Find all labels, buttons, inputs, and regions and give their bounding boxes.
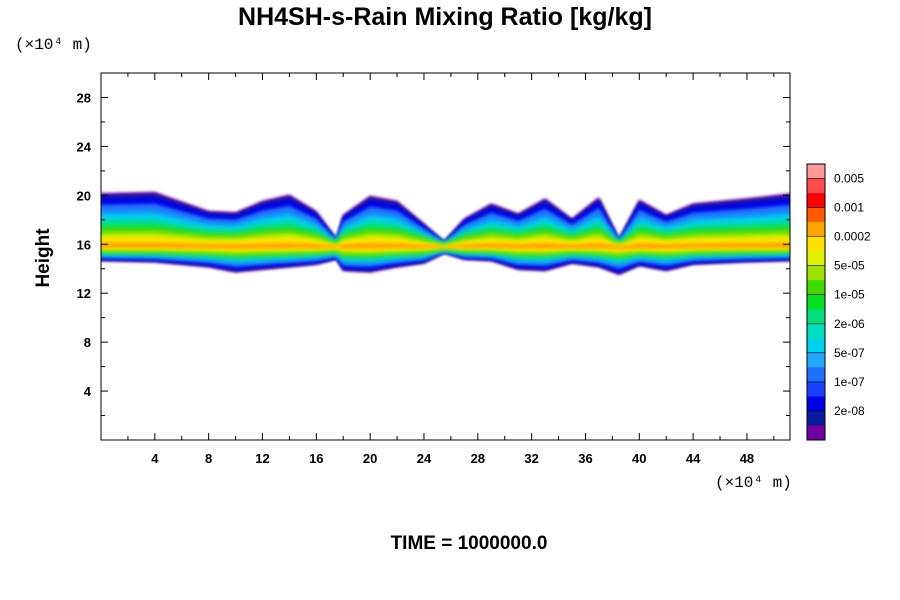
colorbar-swatch: [807, 251, 825, 266]
colorbar-swatch: [807, 425, 825, 441]
x-unit-label: (×10⁴ m): [715, 474, 792, 492]
colorbar-label: 5e-05: [834, 259, 865, 273]
colorbar-label: 1e-05: [834, 288, 865, 302]
y-axis: 4 8 12 16 20 24 28: [77, 90, 790, 417]
chart-title: NH4SH-s-Rain Mixing Ratio [kg/kg]: [238, 3, 652, 31]
y-axis-label: Height: [33, 228, 54, 288]
x-tick-label: 4: [151, 451, 159, 466]
colorbar-swatch: [807, 222, 825, 237]
colorbar-swatch: [807, 338, 825, 354]
y-tick-label: 8: [84, 335, 91, 350]
x-axis: 4 8 12 16 20 24 28 32 36 40 44 48: [127, 73, 775, 466]
cloud-layer: [101, 192, 790, 275]
colorbar-label: 0.005: [834, 172, 864, 186]
y-tick-label: 20: [77, 188, 91, 203]
x-tick-label: 44: [686, 451, 701, 466]
colorbar-swatch: [807, 207, 825, 223]
plot-frame: [100, 72, 791, 441]
y-tick-label: 4: [84, 384, 92, 399]
colorbar-swatch: [807, 236, 825, 252]
x-tick-label: 32: [524, 451, 538, 466]
colorbar-swatch: [807, 164, 825, 179]
x-tick-label: 12: [255, 451, 269, 466]
colorbar-swatch: [807, 367, 825, 383]
colorbar-swatch: [807, 309, 825, 325]
colorbar-label: 0.0002: [834, 230, 871, 244]
x-tick-label: 28: [471, 451, 485, 466]
x-tick-label: 24: [417, 451, 432, 466]
colorbar-frame: [806, 163, 826, 441]
x-tick-label: 8: [205, 451, 212, 466]
y-tick-label: 16: [77, 237, 91, 252]
colorbar-swatch: [807, 381, 825, 397]
cloud-band-peak: [101, 242, 790, 249]
colorbar-label: 2e-08: [834, 404, 865, 418]
y-tick-label: 28: [77, 90, 91, 105]
x-tick-label: 48: [740, 451, 754, 466]
x-tick-label: 20: [363, 451, 377, 466]
colorbar-swatch: [807, 352, 825, 368]
colorbar-swatch: [807, 265, 825, 281]
colorbar: 0.005 0.001 0.0002 5e-05 1e-05 2e-06 5e-07 1e-0…: [806, 163, 871, 441]
y-unit-label: (×10⁴ m): [15, 36, 92, 54]
colorbar-swatch: [807, 178, 825, 194]
colorbar-label: 5e-07: [834, 346, 865, 360]
colorbar-swatch: [807, 410, 825, 426]
colorbar-label: 2e-06: [834, 317, 865, 331]
colorbar-swatch: [807, 193, 825, 208]
colorbar-swatch: [807, 280, 825, 296]
x-tick-label: 36: [578, 451, 592, 466]
plot-area: [101, 73, 790, 440]
x-tick-label: 16: [309, 451, 323, 466]
x-tick-label: 40: [632, 451, 646, 466]
colorbar-swatch: [807, 396, 825, 412]
colorbar-swatch: [807, 294, 825, 310]
y-tick-label: 12: [77, 286, 91, 301]
colorbar-label: 1e-07: [834, 375, 865, 389]
time-label: TIME = 1000000.0: [391, 533, 548, 554]
colorbar-label: 0.001: [834, 201, 864, 215]
y-tick-label: 24: [77, 139, 92, 154]
colorbar-swatch: [807, 323, 825, 339]
